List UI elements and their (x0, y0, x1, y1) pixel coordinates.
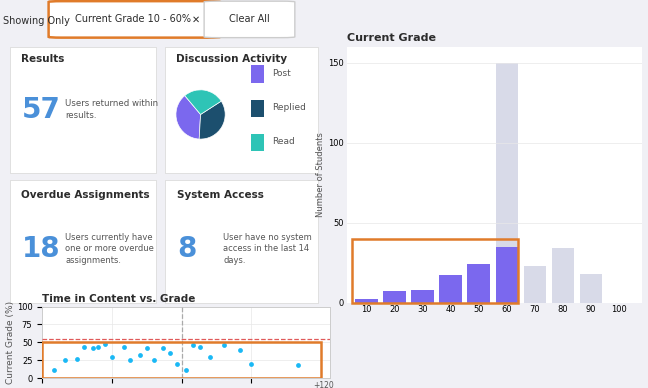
Text: Post: Post (272, 69, 290, 78)
Point (246, 361, 257, 367)
Text: Users currently have
one or more overdue
assignments.: Users currently have one or more overdue… (65, 232, 154, 265)
Bar (524, 266, 546, 303)
Point (125, 357, 135, 363)
Point (172, 361, 182, 367)
Y-axis label: Current Grade (%): Current Grade (%) (6, 301, 16, 384)
Point (119, 344, 129, 350)
Bar (439, 275, 462, 303)
Point (218, 341, 229, 348)
Point (49, 367, 59, 373)
Point (293, 362, 303, 369)
Point (188, 342, 198, 348)
Point (158, 345, 168, 351)
FancyBboxPatch shape (204, 1, 295, 38)
Bar (42, 342, 321, 378)
Text: Current Grade: Current Grade (347, 33, 435, 43)
Point (141, 345, 152, 351)
Point (88, 345, 98, 351)
Text: ✕: ✕ (192, 14, 200, 24)
Text: 18: 18 (21, 235, 60, 263)
Point (181, 367, 192, 373)
Point (107, 354, 117, 360)
Point (204, 354, 214, 360)
Bar (251, 133, 264, 151)
Point (148, 357, 159, 364)
Text: +120: +120 (313, 381, 334, 388)
FancyBboxPatch shape (49, 1, 220, 38)
Point (165, 350, 175, 356)
Bar (355, 300, 378, 303)
Text: Results: Results (21, 54, 65, 64)
Text: 57: 57 (21, 95, 60, 124)
Text: Users returned within
results.: Users returned within results. (65, 99, 158, 120)
Text: Showing Only: Showing Only (3, 16, 70, 26)
Bar (383, 291, 406, 303)
Point (60, 357, 71, 363)
Text: Read: Read (272, 137, 295, 146)
Bar (551, 248, 574, 303)
Bar (496, 62, 518, 303)
Point (235, 346, 245, 353)
Text: Overdue Assignments: Overdue Assignments (21, 189, 150, 199)
Text: 8: 8 (178, 235, 197, 263)
Point (79, 344, 89, 350)
Bar (496, 247, 518, 303)
Text: Discussion Activity: Discussion Activity (176, 54, 287, 64)
Text: User have no system
access in the last 14
days.: User have no system access in the last 1… (223, 232, 312, 265)
Text: Clear All: Clear All (229, 14, 270, 24)
Text: Current Grade 10 - 60%: Current Grade 10 - 60% (75, 14, 191, 24)
Y-axis label: Number of Students: Number of Students (316, 132, 325, 217)
Bar (251, 99, 264, 117)
Text: System Access: System Access (178, 189, 264, 199)
Wedge shape (199, 101, 225, 139)
Wedge shape (176, 95, 200, 139)
Text: Time in Content vs. Grade: Time in Content vs. Grade (42, 294, 196, 304)
Point (135, 352, 145, 358)
Bar (251, 66, 264, 83)
Bar (353, 239, 518, 303)
Bar (411, 290, 434, 303)
Bar (467, 264, 490, 303)
Point (93, 344, 103, 350)
Bar (580, 274, 602, 303)
Wedge shape (185, 90, 221, 114)
Point (195, 344, 205, 350)
Point (72, 356, 82, 362)
Point (100, 341, 110, 347)
Text: Replied: Replied (272, 102, 306, 112)
